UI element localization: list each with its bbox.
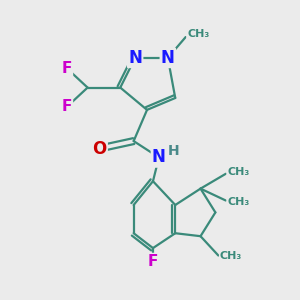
Text: H: H xyxy=(168,145,180,158)
Text: CH₃: CH₃ xyxy=(187,29,209,39)
Text: N: N xyxy=(161,49,175,67)
Text: CH₃: CH₃ xyxy=(227,167,250,177)
Text: F: F xyxy=(61,99,72,114)
Text: CH₃: CH₃ xyxy=(227,197,250,207)
Text: CH₃: CH₃ xyxy=(220,250,242,260)
Text: F: F xyxy=(148,254,158,269)
Text: O: O xyxy=(92,140,106,158)
Text: N: N xyxy=(152,148,166,166)
Text: N: N xyxy=(128,49,142,67)
Text: F: F xyxy=(61,61,72,76)
